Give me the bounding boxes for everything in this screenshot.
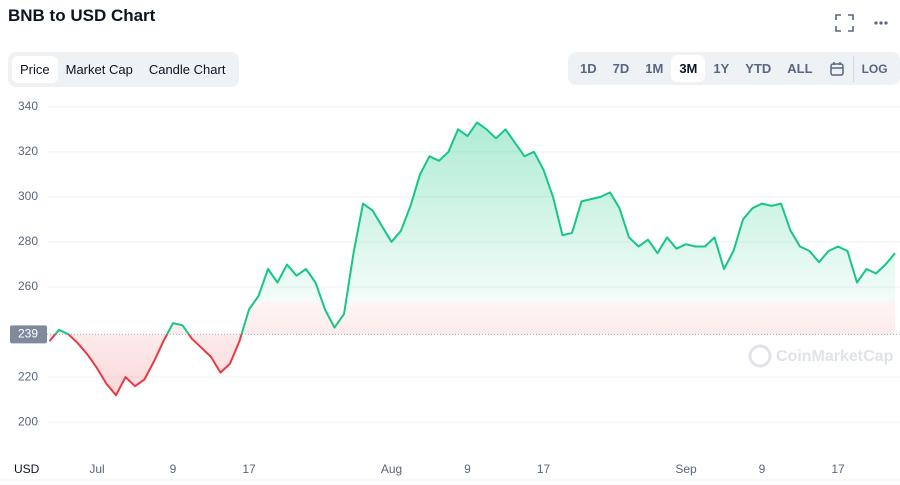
x-tick-label: Jul [89, 462, 104, 476]
range-group: 1D 7D 1M 3M 1Y YTD ALL LOG [568, 52, 900, 85]
baseline-label-box [10, 325, 47, 344]
price-area [49, 122, 895, 396]
fullscreen-icon[interactable] [835, 14, 854, 32]
tab[interactable]: Price [12, 56, 58, 83]
top-icons [835, 14, 888, 32]
calendar-button[interactable] [821, 54, 853, 83]
y-tick-label: 320 [18, 144, 38, 158]
y-axis-label: USD [14, 462, 40, 476]
watermark: CoinMarketCap [748, 344, 894, 368]
log-button[interactable]: LOG [852, 55, 896, 82]
tab[interactable]: Candle Chart [141, 56, 234, 83]
range-button[interactable]: 1Y [705, 55, 737, 82]
range-button[interactable]: 7D [605, 55, 638, 82]
tab[interactable]: Market Cap [58, 56, 141, 83]
baseline-label: 239 [18, 327, 38, 341]
y-tick-label: 280 [18, 234, 38, 248]
y-tick-label: 340 [18, 99, 38, 113]
range-button[interactable]: 3M [671, 55, 706, 82]
range-button[interactable]: 1M [637, 55, 671, 82]
range-button[interactable]: ALL [779, 55, 820, 82]
y-tick-label: 200 [18, 414, 38, 428]
x-tick-label: 9 [759, 462, 766, 476]
x-tick-label: 9 [170, 462, 177, 476]
x-tick-label: 17 [242, 462, 256, 476]
watermark-text: CoinMarketCap [776, 348, 894, 365]
y-tick-label: 300 [18, 189, 38, 203]
tab-group: Price Market Cap Candle Chart [8, 52, 239, 87]
x-tick-label: 17 [831, 462, 845, 476]
range-button[interactable]: 1D [572, 55, 605, 82]
watermark-logo [748, 344, 772, 368]
x-tick-label: 9 [464, 462, 471, 476]
x-tick-label: 17 [537, 462, 551, 476]
chart: 200 220 260 280 300 320 340 USD Jul 9 17 Aug 9 17 Sep 9… [0, 99, 900, 481]
price-line [48, 121, 896, 397]
x-tick-label: Sep [675, 462, 697, 476]
y-tick-label: 260 [18, 279, 38, 293]
more-icon[interactable] [874, 21, 888, 25]
chart-title: BNB to USD Chart [8, 6, 156, 25]
y-tick-label: 220 [18, 369, 38, 383]
x-tick-label: Aug [381, 462, 402, 476]
range-button[interactable]: YTD [737, 55, 779, 82]
